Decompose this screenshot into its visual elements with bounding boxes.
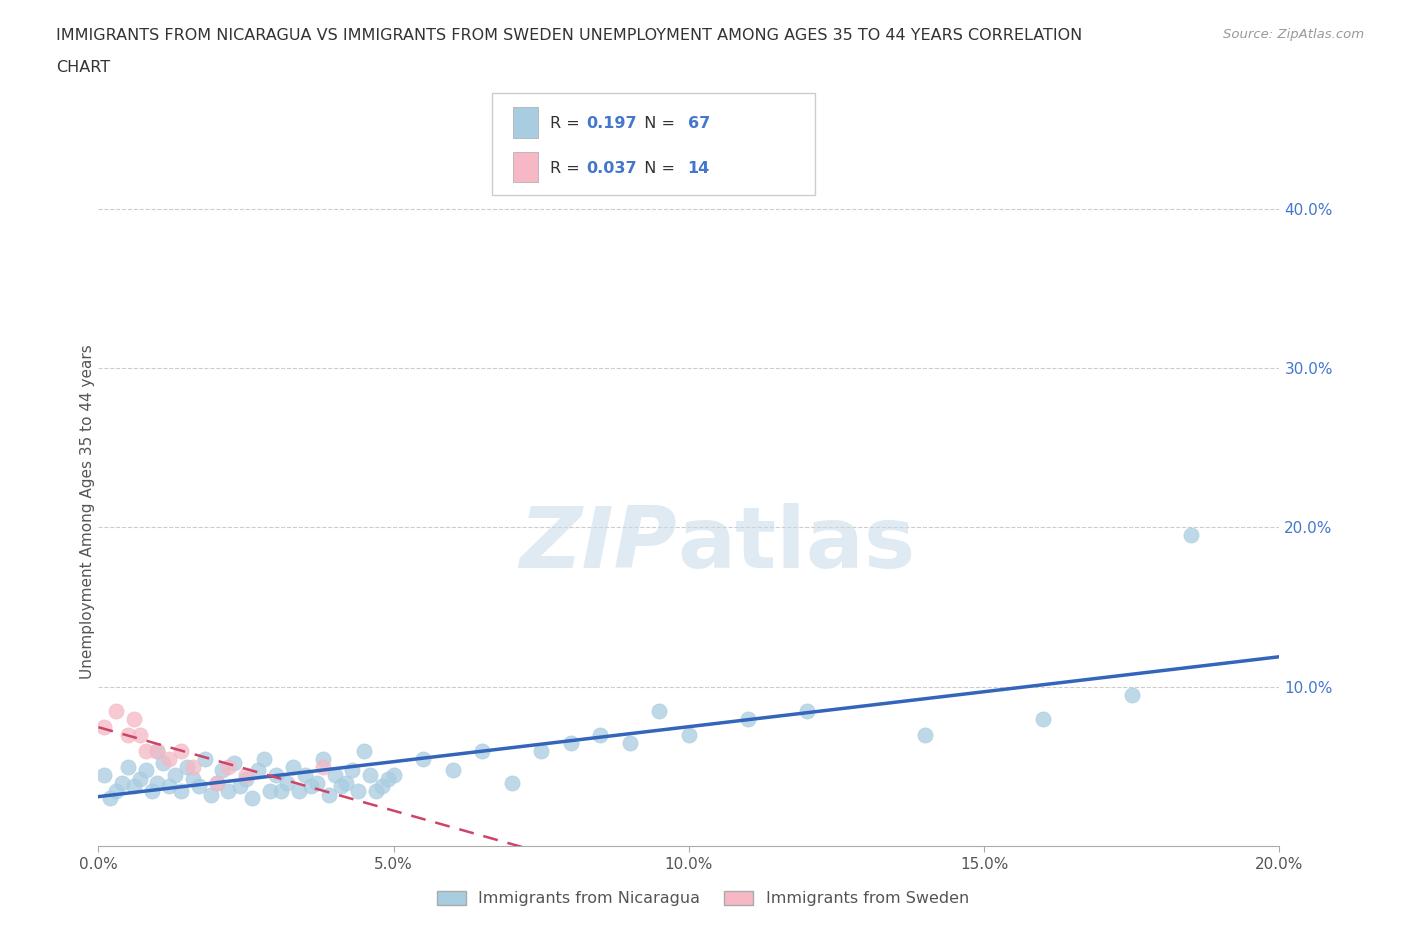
Point (288, 783, 311, 798)
Y-axis label: Unemployment Among Ages 35 to 44 years: Unemployment Among Ages 35 to 44 years (80, 344, 94, 679)
Point (146, 743, 169, 758)
Point (146, 743, 169, 758)
Point (181, 759, 204, 774)
Point (93, 719, 115, 734)
Point (217, 759, 239, 774)
Point (299, 778, 322, 793)
Point (246, 763, 269, 777)
Point (253, 751, 276, 766)
Point (259, 783, 281, 798)
Text: 0.037: 0.037 (586, 161, 637, 176)
Point (335, 775, 357, 790)
Point (157, 751, 180, 766)
Point (1121, 687, 1143, 702)
Point (1180, 528, 1202, 543)
Point (105, 703, 128, 718)
Point (329, 778, 352, 793)
Point (648, 703, 671, 718)
Point (364, 783, 387, 798)
Point (353, 743, 375, 758)
Point (200, 788, 222, 803)
Point (217, 783, 239, 798)
Text: R =: R = (550, 161, 585, 176)
Point (471, 743, 494, 758)
Point (93, 767, 115, 782)
Point (117, 727, 139, 742)
Text: R =: R = (550, 116, 585, 131)
Point (111, 775, 134, 790)
Point (229, 778, 252, 793)
Point (305, 775, 328, 790)
Point (105, 783, 128, 798)
Point (128, 772, 150, 787)
Text: N =: N = (634, 116, 681, 131)
Point (589, 727, 612, 742)
Point (235, 767, 257, 782)
Point (146, 775, 169, 790)
Point (342, 763, 364, 777)
Point (98, 791, 121, 806)
Point (294, 767, 316, 782)
Point (135, 743, 157, 758)
Point (264, 767, 287, 782)
Point (382, 767, 405, 782)
Point (157, 778, 180, 793)
Point (412, 751, 434, 766)
Point (211, 763, 233, 777)
Text: IMMIGRANTS FROM NICARAGUA VS IMMIGRANTS FROM SWEDEN UNEMPLOYMENT AMONG AGES 35 T: IMMIGRANTS FROM NICARAGUA VS IMMIGRANTS … (56, 28, 1083, 43)
Point (359, 767, 381, 782)
Point (441, 763, 464, 777)
Point (1032, 711, 1054, 726)
Point (914, 727, 936, 742)
Point (270, 783, 292, 798)
Point (117, 759, 139, 774)
Point (135, 763, 157, 777)
Point (323, 767, 346, 782)
Point (170, 743, 193, 758)
Point (170, 783, 193, 798)
Text: N =: N = (634, 161, 681, 176)
Point (312, 751, 335, 766)
Text: 0.197: 0.197 (586, 116, 637, 131)
Text: 67: 67 (688, 116, 710, 131)
Point (165, 767, 187, 782)
Point (194, 751, 217, 766)
Point (619, 736, 641, 751)
Point (283, 759, 305, 774)
Point (501, 775, 523, 790)
Point (737, 711, 759, 726)
Point (205, 775, 228, 790)
Point (318, 788, 340, 803)
Point (377, 772, 399, 787)
Point (224, 756, 246, 771)
Point (796, 703, 818, 718)
Point (560, 736, 582, 751)
Text: ZIP: ZIP (519, 503, 678, 587)
Point (235, 772, 257, 787)
Text: Source: ZipAtlas.com: Source: ZipAtlas.com (1223, 28, 1364, 41)
Point (122, 711, 145, 726)
Point (240, 791, 263, 806)
Text: CHART: CHART (56, 60, 110, 75)
Point (276, 775, 298, 790)
Text: 14: 14 (688, 161, 710, 176)
Point (347, 783, 370, 798)
Point (141, 783, 163, 798)
Point (181, 772, 204, 787)
Point (205, 775, 228, 790)
Point (128, 727, 150, 742)
Legend: Immigrants from Nicaragua, Immigrants from Sweden: Immigrants from Nicaragua, Immigrants fr… (430, 884, 976, 912)
Point (371, 778, 394, 793)
Point (678, 727, 700, 742)
Point (187, 778, 209, 793)
Point (312, 759, 335, 774)
Point (530, 743, 553, 758)
Point (152, 756, 174, 771)
Point (176, 759, 198, 774)
Text: atlas: atlas (678, 503, 915, 587)
Point (122, 778, 145, 793)
